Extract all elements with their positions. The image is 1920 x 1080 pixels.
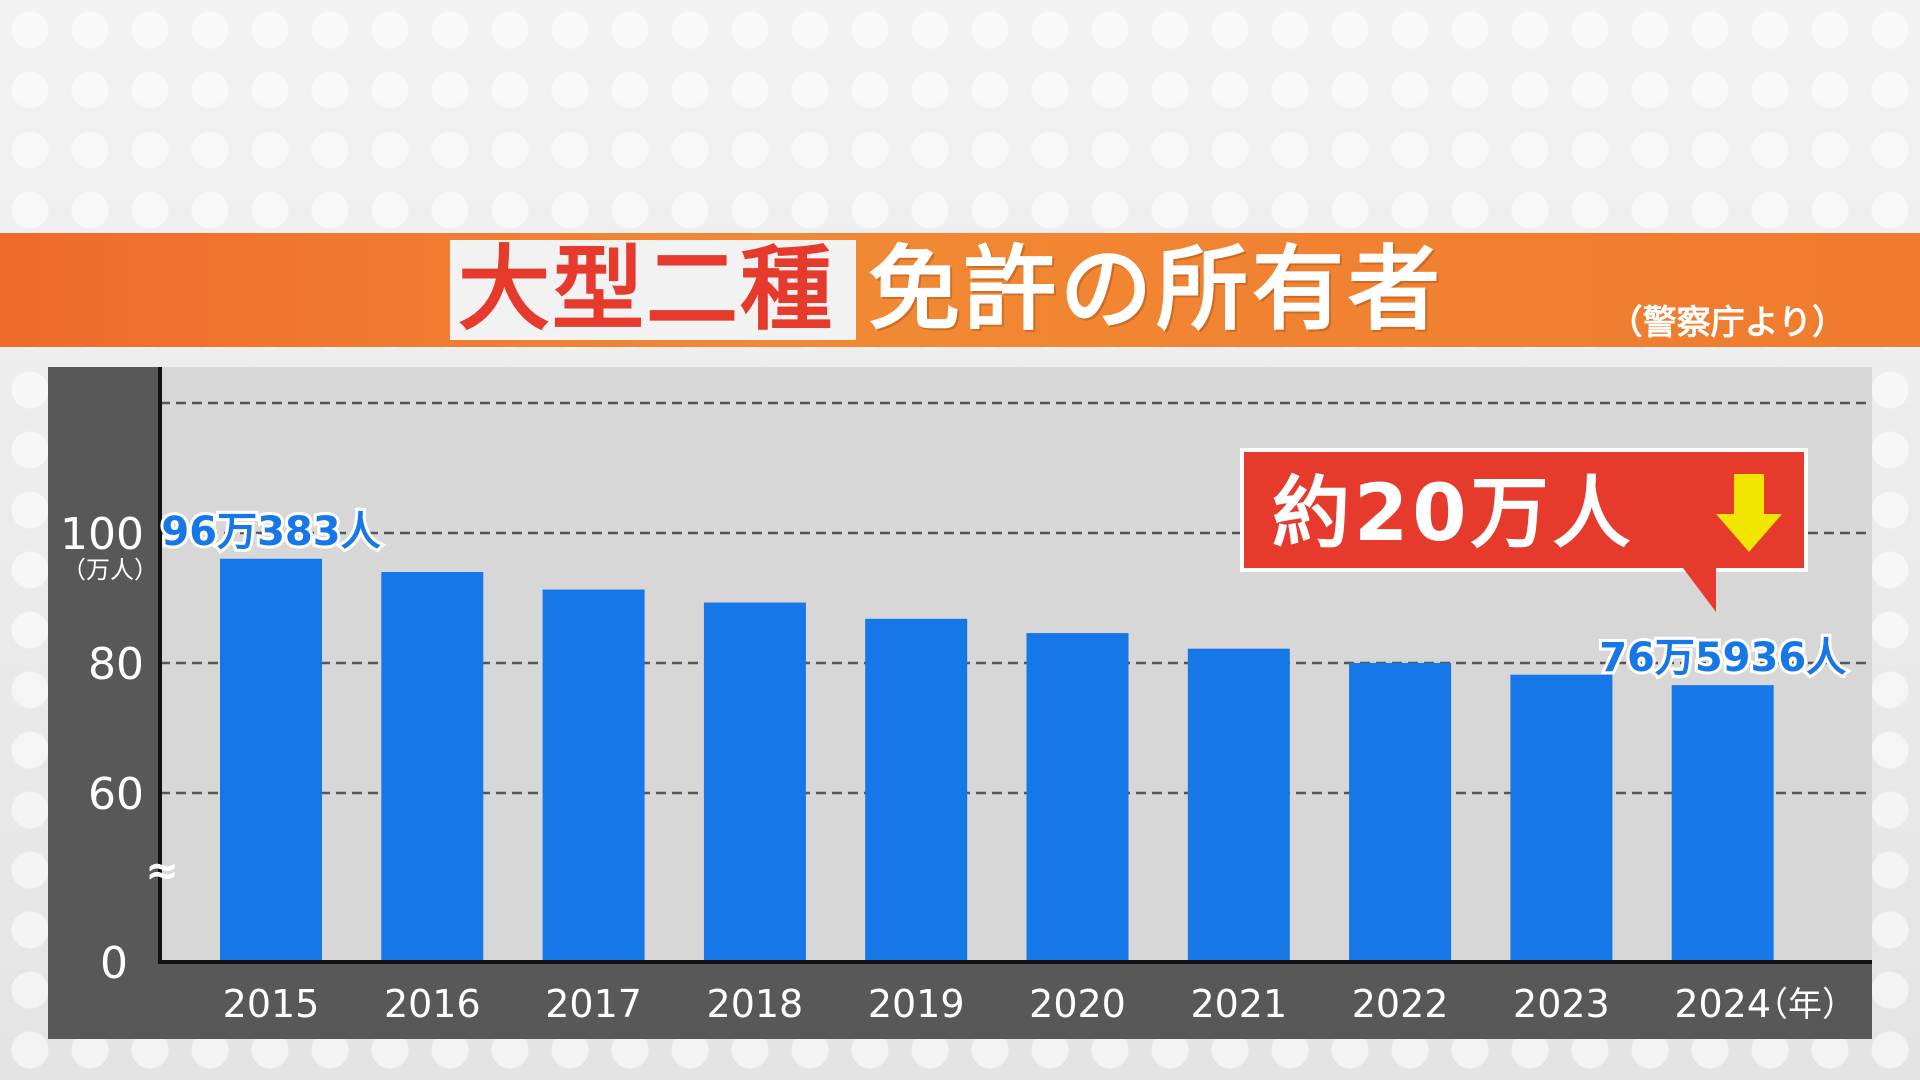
y-tick-60: 60 (88, 769, 144, 820)
y-tick-80: 80 (88, 639, 144, 690)
bar-2016 (381, 572, 484, 962)
x-tick-2019: 2019 (868, 982, 965, 1026)
bar-2021 (1187, 648, 1290, 962)
y-axis-unit-label: （万人） (62, 556, 158, 584)
source-note: （警察庁より） (1608, 303, 1846, 343)
x-tick-labels: 2015 2016 2017 2018 2019 2020 2021 2022 2023 2024 (223, 982, 1771, 1026)
bar-2019 (865, 618, 968, 962)
title-highlight-box (450, 240, 856, 340)
x-tick-2023: 2023 (1513, 982, 1610, 1026)
down-arrow-icon (1716, 474, 1782, 552)
x-tick-2024: 2024 (1674, 982, 1771, 1026)
bar-2018 (703, 602, 806, 962)
x-tick-2021: 2021 (1190, 982, 1287, 1026)
y-tick-labels: 0 60 80 100 (60, 509, 144, 989)
x-tick-2017: 2017 (545, 982, 642, 1026)
x-tick-2018: 2018 (707, 982, 804, 1026)
bar-2022 (1349, 663, 1452, 962)
x-tick-2022: 2022 (1352, 982, 1449, 1026)
axes (158, 367, 1872, 964)
callout-tail (1680, 564, 1716, 612)
y-tick-100: 100 (60, 509, 144, 560)
x-tick-2016: 2016 (384, 982, 481, 1026)
title-highlight: 大型二種 (458, 236, 835, 343)
x-tick-2015: 2015 (223, 982, 320, 1026)
data-labels: 96万383人 76万5936人 (158, 506, 1849, 684)
title-text: 免許の所有者 (868, 236, 1445, 343)
bar-2015 (220, 558, 322, 962)
title-band: 大型二種 免許の所有者 （警察庁より） (0, 233, 1920, 347)
bar-2020 (1026, 633, 1129, 962)
x-tick-2020: 2020 (1029, 982, 1126, 1026)
y-tick-0: 0 (100, 938, 128, 989)
bar-2017 (542, 589, 645, 962)
callout-text: 約20万人 (1272, 469, 1635, 559)
axis-break-mark: ≈ (145, 848, 179, 894)
bar-2023 (1510, 674, 1613, 962)
data-label-2024: 76万5936人 (1599, 635, 1846, 681)
bars (220, 558, 1774, 962)
bar-2024 (1671, 685, 1774, 962)
x-axis-unit-label: （年） (1754, 985, 1856, 1025)
data-label-2015: 96万383人 (161, 509, 380, 555)
callout-box: 約20万人 (1240, 448, 1808, 572)
